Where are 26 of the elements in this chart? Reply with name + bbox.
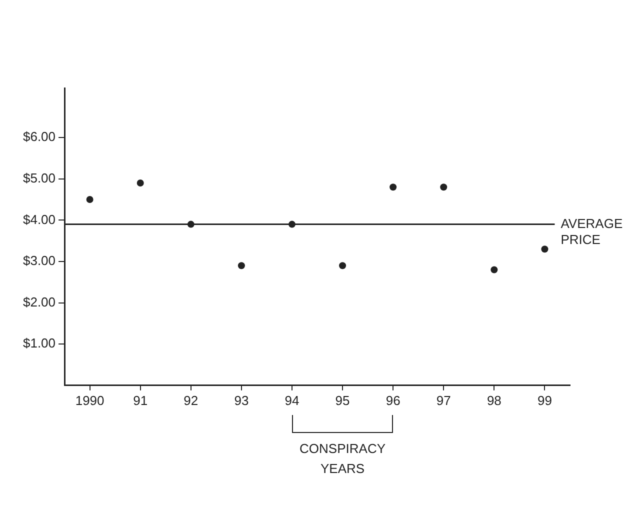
x-tick-label: 96	[386, 392, 400, 408]
point	[238, 262, 245, 270]
text: CONSPIRACY YEARS	[298, 440, 387, 478]
x-tick-label: 94	[284, 392, 300, 408]
x-tick-label: 1990	[75, 392, 104, 408]
y-tick-label: $6.00	[22, 129, 56, 144]
ref-line-label: AVERAGE PRICE	[560, 216, 623, 247]
point	[440, 184, 448, 191]
point	[390, 184, 397, 191]
x-tick-label: 91	[133, 392, 148, 408]
y-tick-label: $5.00	[22, 170, 56, 186]
point	[490, 266, 498, 274]
point	[339, 262, 346, 270]
y-tick-label: $3.00	[22, 253, 56, 268]
y-tick-label: $1.00	[22, 336, 56, 351]
x-tick-label: 95	[335, 392, 350, 408]
point	[541, 246, 548, 253]
y-tick-label: $4.00	[22, 212, 56, 227]
x-tick-label: 99	[537, 392, 552, 408]
point	[136, 180, 144, 187]
y-tick-label: $2.00	[22, 294, 56, 310]
x-tick-label: 92	[184, 392, 198, 408]
x-tick-label: 93	[234, 392, 249, 408]
point	[86, 196, 94, 204]
x-tick-label: 97	[436, 392, 451, 408]
x-tick-label: 98	[486, 392, 502, 408]
